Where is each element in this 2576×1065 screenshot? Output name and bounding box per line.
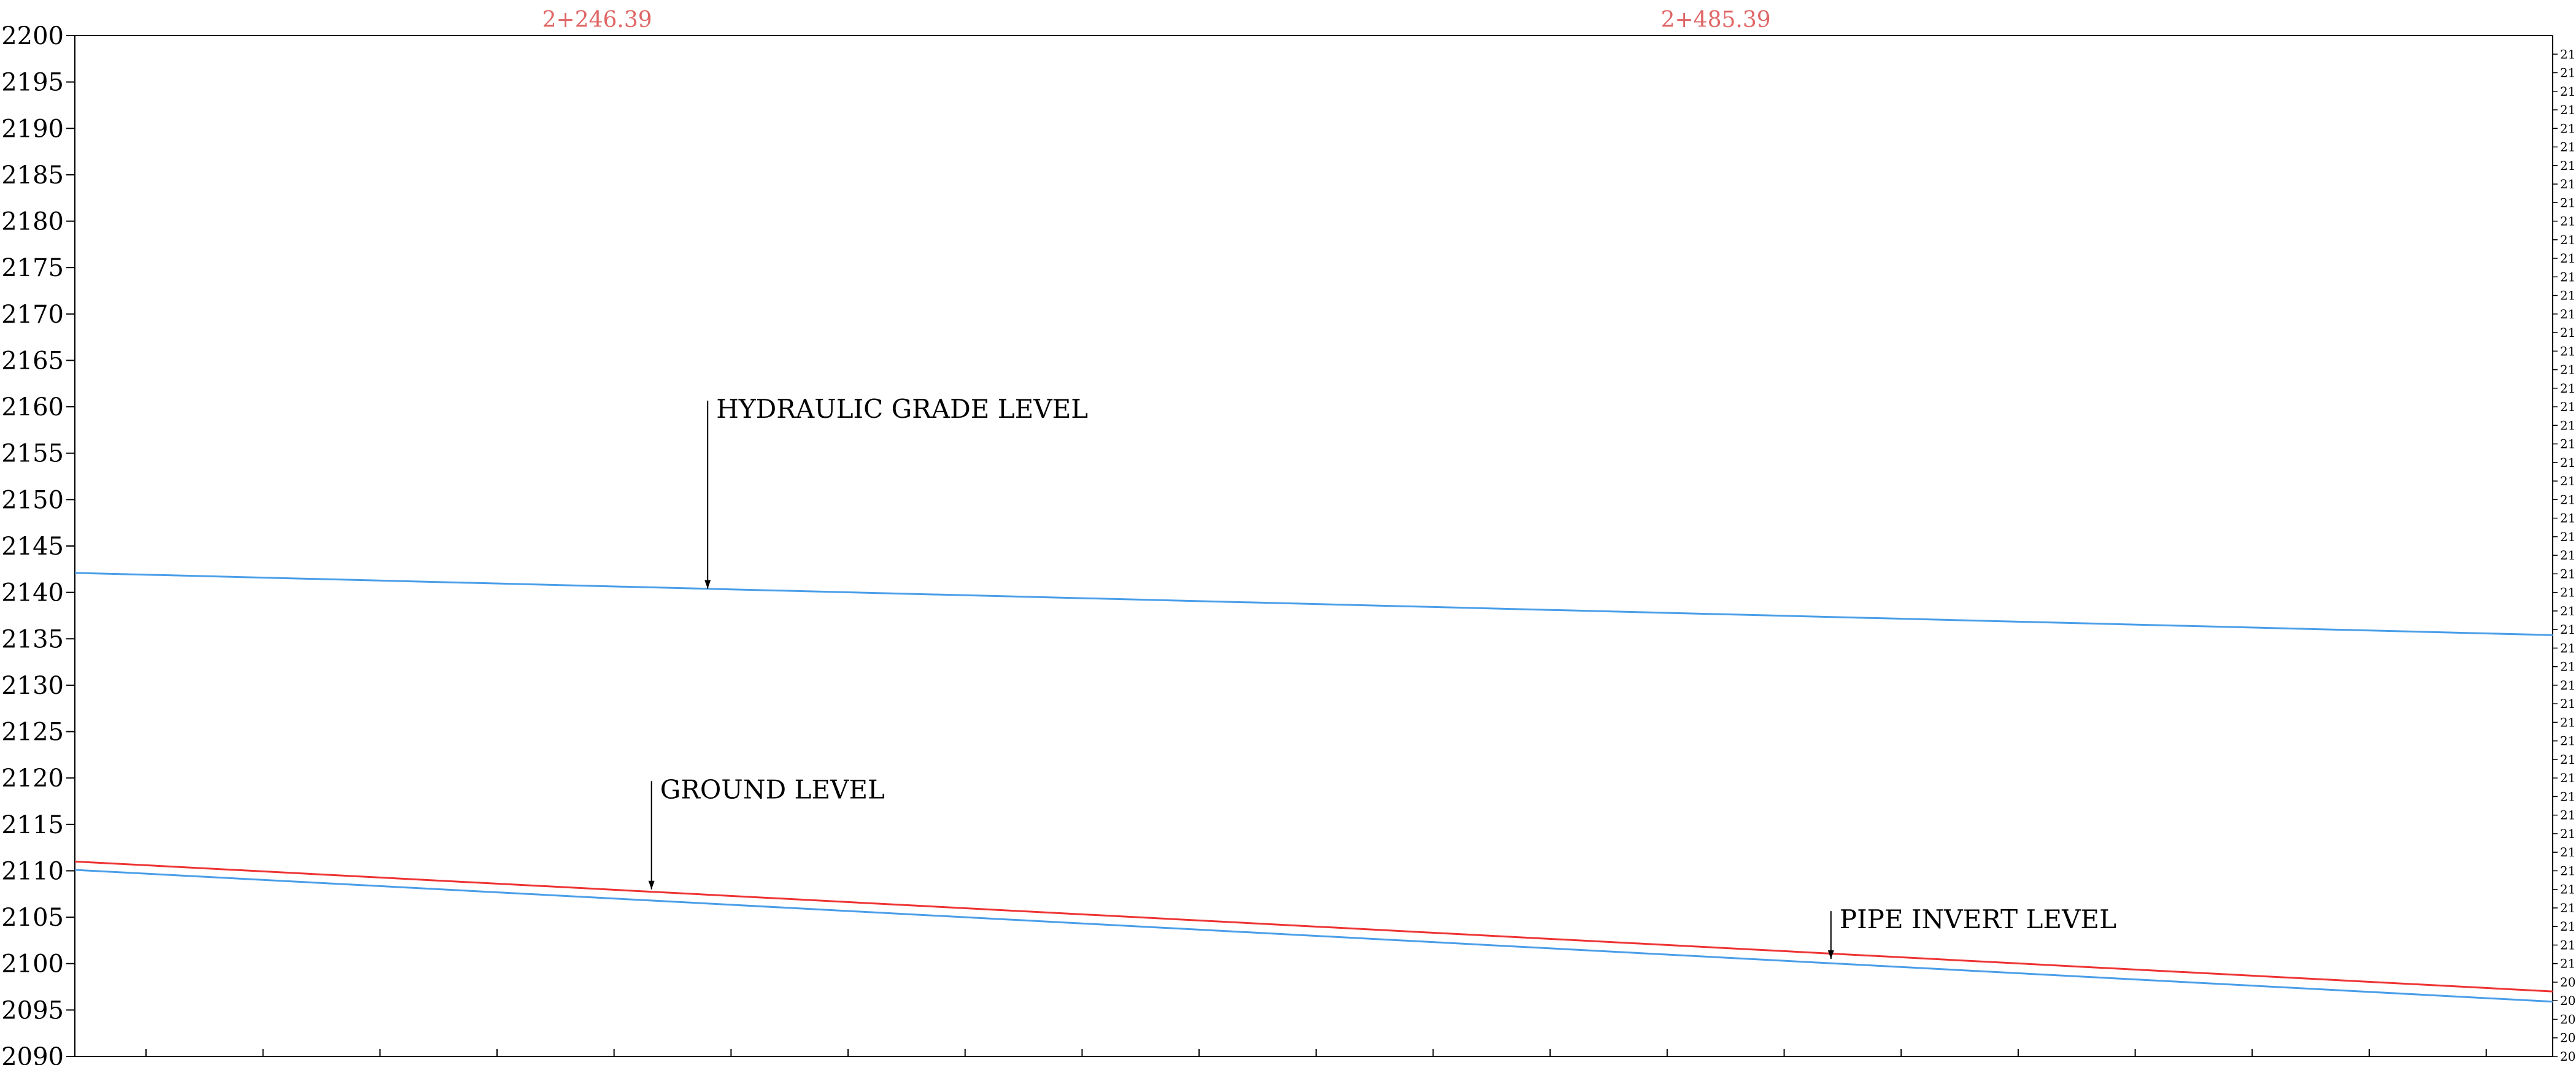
right-tick-label: 2158	[2560, 418, 2576, 433]
right-tick-label: 2130	[2560, 678, 2576, 693]
left-tick-label: 2145	[1, 532, 64, 561]
right-tick-label: 2098	[2560, 975, 2576, 990]
right-tick-label: 2108	[2560, 882, 2576, 897]
right-tick-label: 2094	[2560, 1012, 2576, 1026]
right-tick-label: 2100	[2560, 956, 2576, 971]
right-tick-label: 2184	[2560, 177, 2576, 191]
series-line-invert	[74, 869, 2553, 1003]
right-tick-label: 2122	[2560, 752, 2576, 767]
right-tick-label: 2134	[2560, 640, 2576, 655]
right-tick-label: 2090	[2560, 1049, 2576, 1064]
left-tick-label: 2155	[1, 440, 64, 468]
right-tick-label: 2112	[2560, 845, 2576, 859]
right-tick-label: 2138	[2560, 604, 2576, 618]
right-tick-label: 2170	[2560, 307, 2576, 321]
left-tick-label: 2135	[1, 625, 64, 653]
left-tick-label: 2180	[1, 208, 64, 236]
left-tick-label: 2185	[1, 161, 64, 190]
left-tick-label: 2110	[1, 857, 64, 885]
left-tick-label: 2175	[1, 254, 64, 282]
right-tick-label: 2180	[2560, 214, 2576, 229]
right-tick-label: 2198	[2560, 47, 2576, 61]
right-tick-label: 2190	[2560, 121, 2576, 136]
left-tick-label: 2130	[1, 672, 64, 700]
right-tick-label: 2186	[2560, 158, 2576, 173]
right-tick-label: 2172	[2560, 288, 2576, 303]
left-tick-label: 2195	[1, 69, 64, 97]
annotation-label: GROUND LEVEL	[660, 774, 885, 804]
annotations: HYDRAULIC GRADE LEVEL GROUND LEVEL PIPE IN…	[648, 394, 2116, 959]
profile-lines	[74, 572, 2553, 1003]
left-tick-label: 2190	[1, 115, 64, 143]
series-line-hgl	[74, 572, 2553, 636]
right-tick-label: 2188	[2560, 140, 2576, 155]
right-tick-label: 2176	[2560, 251, 2576, 266]
right-tick-label: 2148	[2560, 511, 2576, 526]
right-tick-label: 2114	[2560, 826, 2576, 841]
left-tick-label: 2100	[1, 950, 64, 978]
right-tick-label: 2120	[2560, 771, 2576, 785]
station-label: 2+246.39	[542, 7, 652, 33]
left-tick-label: 2160	[1, 393, 64, 421]
plot-frame	[74, 35, 2553, 1057]
left-tick-label: 2120	[1, 764, 64, 793]
left-axis: 2090 2095 2100 2105 2110 2115 2120 2125 2130 2135…	[1, 22, 75, 1065]
right-tick-label: 2110	[2560, 863, 2576, 878]
right-tick-label: 2142	[2560, 566, 2576, 581]
right-tick-label: 2154	[2560, 455, 2576, 470]
right-tick-label: 2132	[2560, 659, 2576, 674]
right-tick-label: 2192	[2560, 102, 2576, 117]
right-tick-label: 2196	[2560, 66, 2576, 80]
right-tick-label: 2126	[2560, 715, 2576, 729]
left-tick-label: 2140	[1, 579, 64, 607]
right-tick-label: 2116	[2560, 808, 2576, 823]
right-tick-label: 2174	[2560, 269, 2576, 284]
bottom-axis	[145, 1049, 2487, 1056]
right-tick-label: 2118	[2560, 789, 2576, 804]
left-tick-label: 2165	[1, 347, 64, 375]
station-label: 2+485.39	[1661, 7, 1771, 33]
left-tick-label: 2200	[1, 22, 64, 50]
left-tick-label: 2105	[1, 904, 64, 932]
right-tick-label: 2162	[2560, 381, 2576, 396]
right-tick-label: 2128	[2560, 696, 2576, 711]
station-labels: 2+246.39 2+485.39	[542, 7, 1771, 33]
right-tick-label: 2152	[2560, 474, 2576, 488]
series-line-ground	[74, 860, 2553, 993]
right-tick-label: 2096	[2560, 993, 2576, 1008]
right-tick-label: 2194	[2560, 84, 2576, 99]
left-tick-label: 2095	[1, 996, 64, 1025]
left-tick-label: 2115	[1, 811, 64, 839]
right-tick-label: 2136	[2560, 622, 2576, 637]
right-tick-label: 2150	[2560, 492, 2576, 507]
right-tick-label: 2164	[2560, 363, 2576, 377]
right-tick-label: 2144	[2560, 548, 2576, 563]
annotation-label: PIPE INVERT LEVEL	[1840, 904, 2116, 934]
right-tick-label: 2166	[2560, 344, 2576, 358]
right-axis: 2090 2092 2094 2096 2098 2100 2102 2104 2106 2108…	[2553, 47, 2576, 1064]
right-tick-label: 2156	[2560, 437, 2576, 452]
right-tick-label: 2146	[2560, 529, 2576, 544]
left-tick-label: 2125	[1, 718, 64, 747]
left-tick-label: 2150	[1, 486, 64, 514]
right-tick-label: 2178	[2560, 233, 2576, 247]
right-tick-label: 2182	[2560, 195, 2576, 210]
right-tick-label: 2124	[2560, 734, 2576, 748]
left-tick-label: 2170	[1, 301, 64, 329]
right-tick-label: 2102	[2560, 937, 2576, 952]
right-tick-label: 2106	[2560, 901, 2576, 915]
right-tick-label: 2160	[2560, 399, 2576, 414]
right-tick-label: 2168	[2560, 325, 2576, 340]
right-tick-label: 2092	[2560, 1031, 2576, 1045]
right-tick-label: 2140	[2560, 585, 2576, 600]
left-tick-label: 2090	[1, 1043, 64, 1065]
annotation-label: HYDRAULIC GRADE LEVEL	[716, 394, 1088, 424]
right-tick-label: 2104	[2560, 919, 2576, 934]
